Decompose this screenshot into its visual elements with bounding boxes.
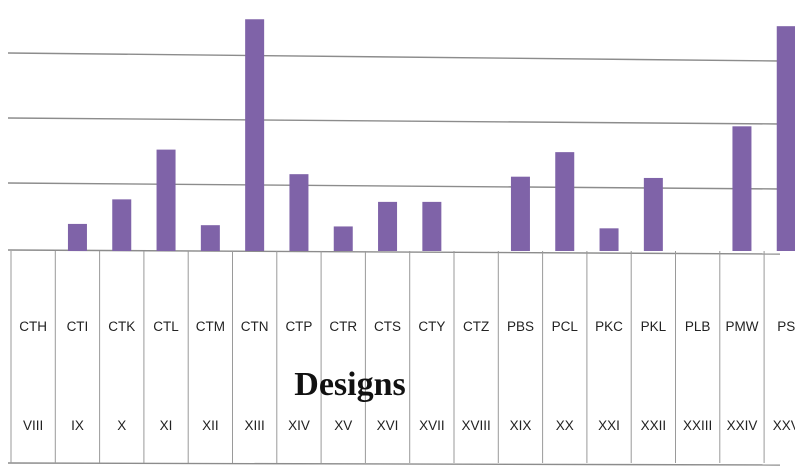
bar-ctk [112, 199, 132, 251]
category-code-plb: PLB [685, 319, 711, 334]
category-code-pbs: PBS [507, 319, 534, 334]
bar-pmw [732, 126, 752, 251]
column-separators [10, 251, 765, 463]
gridlines [7, 52, 781, 466]
category-code-ctp: CTP [285, 319, 312, 334]
category-roman-xvi: XVI [377, 418, 399, 433]
category-code-ctk: CTK [108, 319, 135, 334]
bar-cti [67, 223, 87, 251]
category-code-cty: CTY [418, 319, 445, 334]
bar-ps [776, 26, 795, 251]
bar-ctn [245, 19, 265, 251]
category-code-ctm: CTM [196, 319, 225, 334]
category-roman-xiii: XIII [245, 418, 265, 433]
category-roman-xviii: XVIII [462, 418, 491, 433]
category-roman-xvii: XVII [419, 418, 445, 433]
category-roman-x: X [117, 418, 126, 433]
gridline [7, 182, 781, 190]
category-code-ctn: CTN [241, 319, 269, 334]
bar-ctp [289, 174, 309, 251]
bars-group [67, 19, 795, 251]
bar-pcl [555, 152, 575, 251]
category-code-pmw: PMW [725, 319, 758, 334]
category-code-ctz: CTZ [463, 319, 489, 334]
category-roman-xii: XII [202, 418, 219, 433]
gridline [7, 52, 781, 62]
category-roman-xi: XI [160, 418, 173, 433]
bar-pkl [643, 177, 663, 251]
category-roman-xxiii: XXIII [683, 418, 712, 433]
category-roman-xxi: XXI [598, 418, 620, 433]
bar-pkc [599, 228, 619, 251]
category-code-cts: CTS [374, 319, 401, 334]
category-roman-labels: VIII IX X XI XII XIII XIV XV XVI XVII XVIII XIX XX XX… [23, 418, 795, 433]
category-code-ctl: CTL [153, 319, 179, 334]
bar-pbs [510, 176, 530, 251]
category-roman-viii: VIII [23, 418, 43, 433]
bar-cty [422, 201, 442, 251]
category-roman-xix: XIX [510, 418, 532, 433]
bar-ctl [156, 149, 176, 251]
category-code-ctr: CTR [329, 319, 357, 334]
category-code-pkl: PKL [641, 319, 667, 334]
gridline [7, 117, 781, 125]
table-bottom-line [7, 462, 781, 466]
category-roman-xxv: XXV [773, 418, 795, 433]
category-roman-ix: IX [71, 418, 84, 433]
x-axis-title: Designs [294, 366, 405, 403]
category-code-pcl: PCL [552, 319, 579, 334]
category-roman-xiv: XIV [288, 418, 310, 433]
category-code-pkc: PKC [595, 319, 623, 334]
bar-ctm [200, 225, 220, 251]
category-code-labels: CTH CTI CTK CTL CTM CTN CTP CTR CTS CTY CTZ PBS PCL P… [19, 319, 795, 334]
bar-cts [378, 201, 398, 251]
bar-ctr [333, 226, 353, 251]
category-roman-xx: XX [556, 418, 574, 433]
x-axis-baseline [7, 249, 781, 255]
category-roman-xxiv: XXIV [727, 418, 758, 433]
category-code-cti: CTI [67, 319, 89, 334]
category-roman-xv: XV [334, 418, 352, 433]
category-code-cth: CTH [19, 319, 47, 334]
category-roman-xxii: XXII [641, 418, 667, 433]
category-code-ps: PS [777, 319, 795, 334]
